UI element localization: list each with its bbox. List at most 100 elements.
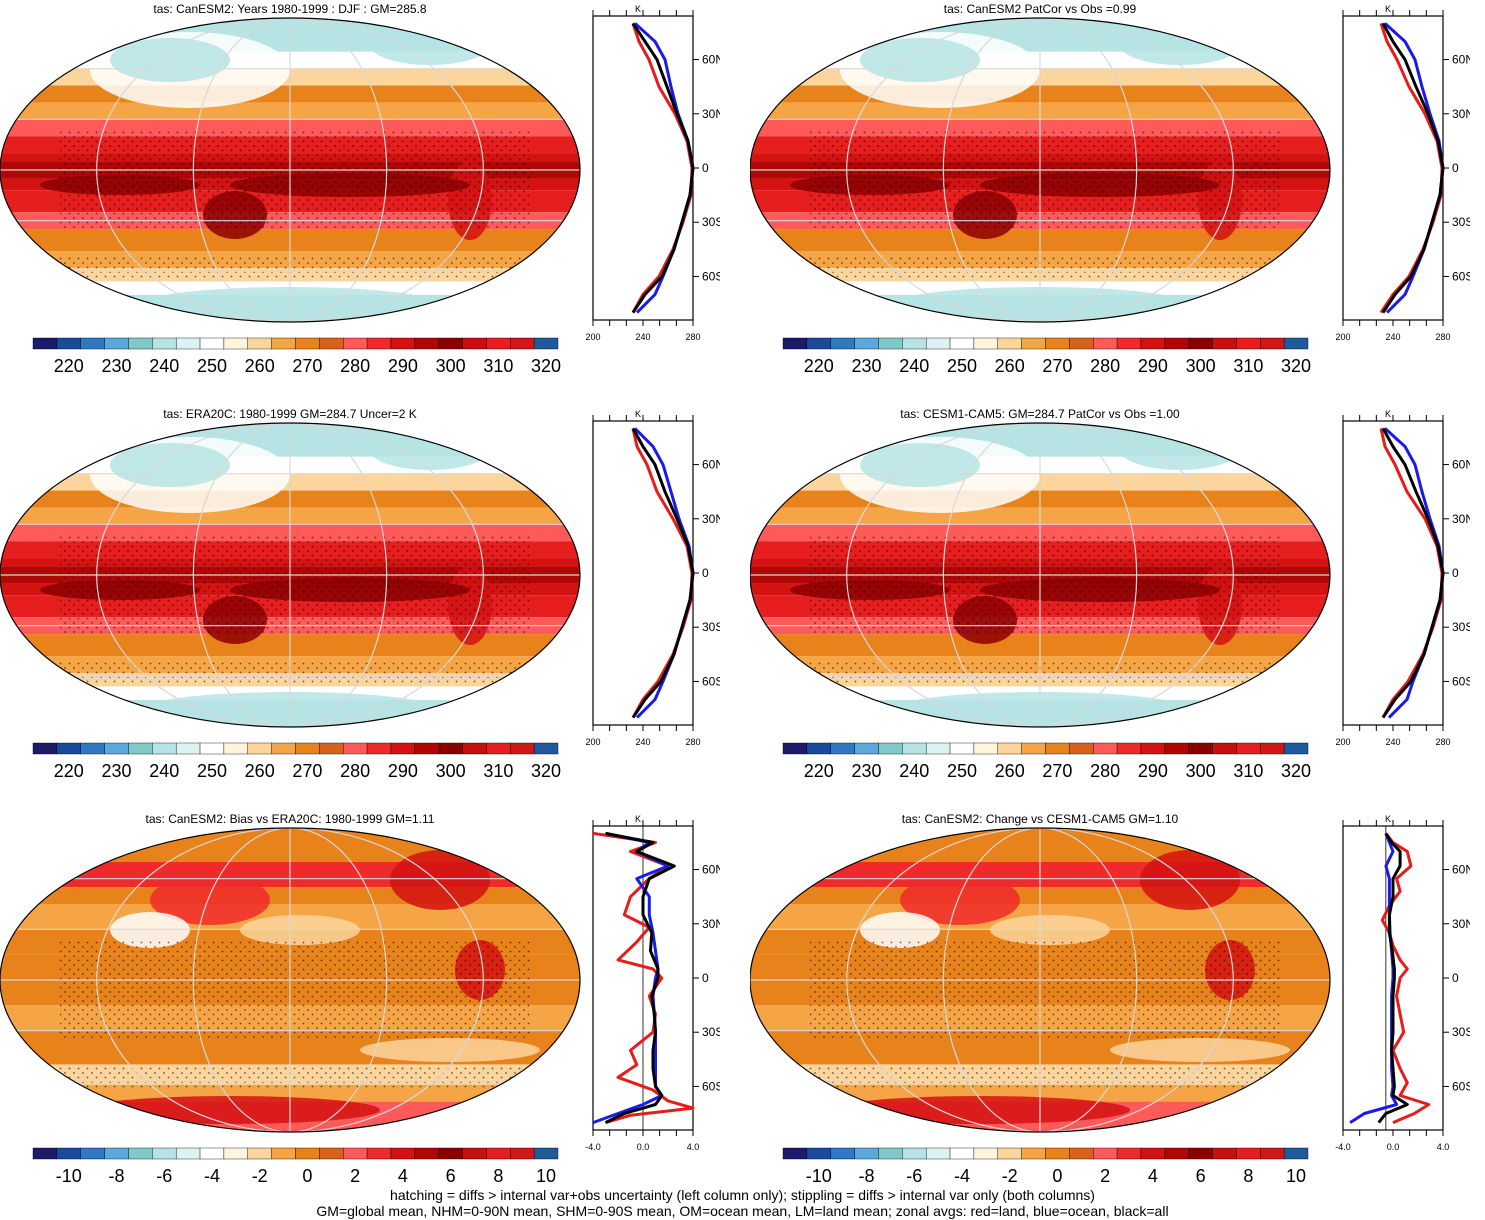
zonal-xtick-label: 280	[1435, 332, 1450, 342]
zonal-lat-label: 0	[702, 161, 709, 175]
colorbar-box	[319, 1147, 344, 1160]
colorbar-box	[949, 1147, 975, 1160]
colorbar-box	[80, 337, 105, 350]
colorbar-box	[1093, 337, 1118, 350]
colorbar-box	[319, 337, 344, 350]
colorbar-box	[854, 337, 879, 350]
colorbar-label: 320	[531, 761, 561, 781]
colorbar-label: -2	[252, 1166, 268, 1186]
field-feature	[1120, 25, 1240, 65]
zonal-lat-label: 0	[1452, 971, 1459, 985]
meridian-line	[1039, 423, 1234, 727]
zonal-land-line	[1379, 428, 1444, 719]
colorbar-box	[1045, 337, 1070, 350]
colorbar-label: 270	[1042, 356, 1072, 376]
colorbar-label: 280	[1090, 356, 1120, 376]
colorbar-box	[343, 1147, 368, 1160]
zonal-lat-label: 60S	[1452, 1079, 1470, 1093]
zonal-xtick-label: 0.0	[637, 1142, 650, 1152]
zonal-xtick-label: 4.0	[1437, 1142, 1450, 1152]
colorbar-box	[295, 742, 320, 755]
colorbar-label: -6	[906, 1166, 922, 1186]
zonal-xtick-label: 200	[585, 737, 600, 747]
colorbar-label: 250	[947, 761, 977, 781]
colorbar-box	[1140, 742, 1166, 755]
colorbar-box	[1164, 742, 1189, 755]
meridian-line	[289, 18, 388, 322]
map-title: tas: CanESM2: Change vs CESM1-CAM5 GM=1.…	[902, 812, 1179, 826]
stippling	[810, 535, 1280, 635]
colorbar-box	[1069, 742, 1094, 755]
colorbar-box	[533, 337, 559, 350]
meridian-line	[289, 828, 388, 1132]
zonal-lat-label: 0	[1452, 161, 1459, 175]
colorbar-box	[462, 337, 487, 350]
zonal-lat-label: 30S	[702, 215, 720, 229]
colorbar-box	[152, 337, 177, 350]
zonal-xtick-label: 240	[1385, 737, 1400, 747]
zonal-lat-label: 30S	[1452, 215, 1470, 229]
meridian-line	[846, 828, 1041, 1132]
colorbar-box	[1021, 1147, 1046, 1160]
colorbar-label: -10	[806, 1166, 832, 1186]
colorbar-box	[271, 337, 296, 350]
colorbar-box	[247, 742, 272, 755]
colorbar-label: 310	[483, 356, 513, 376]
field-feature	[830, 1096, 1130, 1124]
field-feature	[110, 443, 230, 487]
colorbar-label: 250	[947, 356, 977, 376]
colorbar-box	[830, 337, 855, 350]
panel-svg: tas: CESM1-CAM5: GM=284.7 PatCor vs Obs …	[749, 407, 1474, 781]
colorbar-label: 260	[995, 761, 1025, 781]
colorbar-label: 230	[851, 761, 881, 781]
colorbar-box	[1283, 742, 1309, 755]
panel-svg: tas: CanESM2: Change vs CESM1-CAM5 GM=1.…	[749, 812, 1474, 1186]
panel-svg: tas: CanESM2: Bias vs ERA20C: 1980-1999 …	[0, 812, 724, 1186]
colorbar-label: 270	[292, 761, 322, 781]
colorbar-box	[1236, 742, 1261, 755]
colorbar-box	[175, 742, 201, 755]
stippling	[60, 130, 530, 230]
colorbar-label: -4	[954, 1166, 970, 1186]
zonal-lat-label: 30N	[1452, 917, 1470, 931]
panel-svg: tas: CanESM2 PatCor vs Obs =0.99 220 230 24…	[749, 2, 1474, 376]
colorbar-box	[997, 1147, 1022, 1160]
map-title: tas: CESM1-CAM5: GM=284.7 PatCor vs Obs …	[900, 407, 1180, 421]
colorbar-box	[1212, 742, 1237, 755]
zonal-xtick-label: 0.0	[1387, 1142, 1400, 1152]
meridian-line	[1039, 828, 1234, 1132]
meridian-line	[942, 423, 1041, 727]
colorbar-box	[902, 1147, 927, 1160]
zonal-frame	[1342, 15, 1444, 321]
colorbar-box	[1212, 1147, 1237, 1160]
field-feature	[1120, 430, 1240, 470]
zonal-lat-label: 30N	[702, 917, 720, 931]
colorbar-box	[247, 337, 272, 350]
colorbar-box	[56, 1147, 81, 1160]
colorbar-label: 4	[1148, 1166, 1158, 1186]
colorbar-box	[854, 1147, 879, 1160]
zonal-lat-label: 30S	[1452, 620, 1470, 634]
field-feature	[990, 915, 1110, 945]
colorbar-box	[1260, 1147, 1285, 1160]
map-border	[749, 827, 1331, 1133]
zonal-plot: K 200 240 280 60N 30N 0 30S 60S	[585, 409, 724, 747]
colorbar-label: 240	[149, 761, 179, 781]
colorbar-label: 280	[340, 761, 370, 781]
colorbar-label: -8	[859, 1166, 875, 1186]
colorbar-box	[878, 337, 903, 350]
colorbar-box	[1093, 1147, 1118, 1160]
zonal-xtick-label: -4.0	[585, 1142, 601, 1152]
colorbar-label: 280	[1090, 761, 1120, 781]
colorbar-box	[343, 742, 368, 755]
meridian-line	[1039, 423, 1138, 727]
colorbar-box	[510, 337, 535, 350]
colorbar-box	[80, 1147, 105, 1160]
zonal-xtick-label: 280	[685, 737, 700, 747]
meridian-line	[289, 828, 484, 1132]
colorbar-box	[533, 742, 559, 755]
colorbar-label: 230	[101, 761, 131, 781]
panel-0: tas: CanESM2: Years 1980-1999 : DJF : GM…	[0, 0, 724, 400]
colorbar-label: 230	[101, 356, 131, 376]
zonal-lat-label: 0	[702, 971, 709, 985]
